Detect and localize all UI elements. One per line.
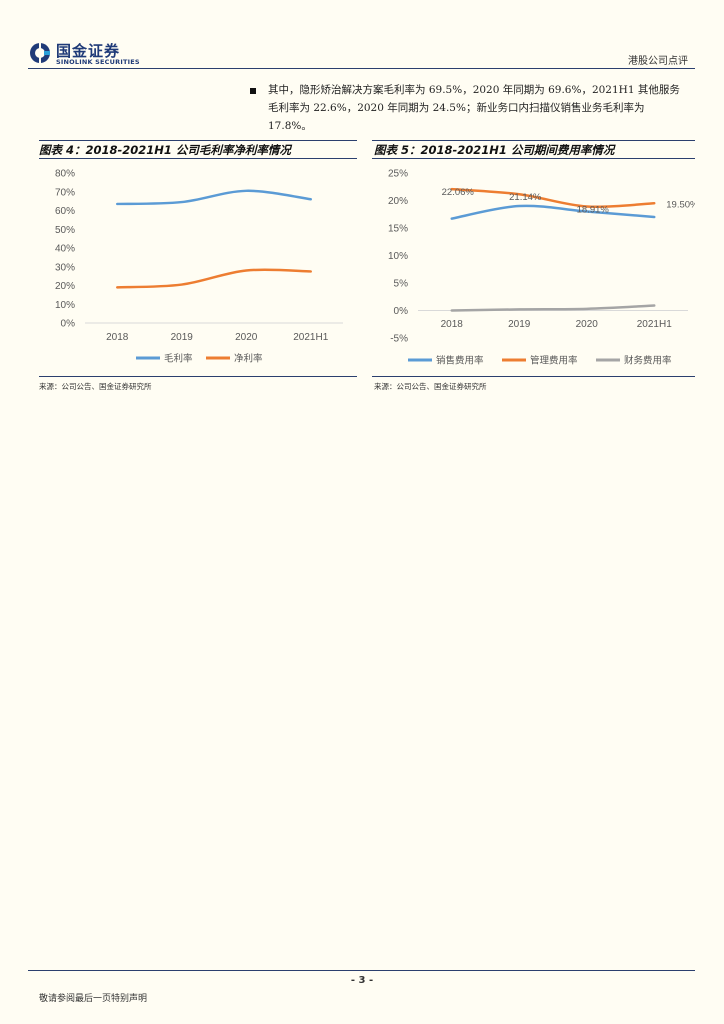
legend-item: 财务费用率 <box>596 355 672 367</box>
legend-label: 管理费用率 <box>530 355 578 367</box>
chart-right-title: 图表 5：2018-2021H1 公司期间费用率情况 <box>374 143 615 157</box>
header-divider <box>28 68 695 69</box>
y-tick-label: 20% <box>388 196 408 207</box>
y-tick-label: 60% <box>55 206 75 217</box>
legend-label: 净利率 <box>234 353 263 365</box>
disclaimer-note: 敬请参阅最后一页特别声明 <box>39 994 148 1004</box>
footer-divider <box>28 970 695 971</box>
company-logo-icon <box>30 43 50 63</box>
y-tick-label: 10% <box>55 300 75 311</box>
body-paragraph: 其中，隐形矫治解决方案毛利率为 69.5%，2020 年同期为 69.6%，20… <box>268 84 680 132</box>
series-line-0 <box>116 189 312 206</box>
chart-left-source: 来源：公司公告、国金证券研究所 <box>39 382 152 391</box>
x-tick-label: 2021H1 <box>637 319 672 330</box>
data-label: 19.50% <box>666 199 695 210</box>
chart-left-top-rule <box>39 140 357 141</box>
y-tick-label: -5% <box>390 334 408 345</box>
chart-right-top-rule <box>372 140 695 141</box>
y-tick-label: 10% <box>388 251 408 262</box>
y-tick-label: 30% <box>55 262 75 273</box>
chart-right-bottom-rule <box>372 376 695 377</box>
y-tick-label: 70% <box>55 187 75 198</box>
chart-right-source: 来源：公司公告、国金证券研究所 <box>374 382 487 391</box>
data-label: 22.06% <box>442 187 475 198</box>
chart-right-title-rule <box>372 158 695 159</box>
legend-label: 毛利率 <box>164 353 193 365</box>
series-line-1 <box>116 268 312 289</box>
data-label: 21.14% <box>509 192 542 203</box>
y-tick-label: 40% <box>55 244 75 255</box>
logo-english-name: SINOLINK SECURITIES <box>56 58 140 66</box>
y-tick-label: 0% <box>394 306 409 317</box>
logo-chinese-name: 国金证券 <box>56 42 121 60</box>
report-type: 港股公司点评 <box>628 56 688 67</box>
y-tick-label: 50% <box>55 225 75 236</box>
data-label: 18.91% <box>577 204 610 215</box>
expense-ratio-chart: -5% 0% 5% 10% 15% 20% 25% 2018 2019 2020 2021H1 22.… <box>388 169 695 367</box>
legend-item: 管理费用率 <box>502 355 578 367</box>
x-tick-label: 2019 <box>508 319 531 330</box>
bullet-marker <box>250 88 256 94</box>
legend-item: 毛利率 <box>136 353 193 365</box>
y-tick-label: 15% <box>388 224 408 235</box>
y-tick-label: 20% <box>55 281 75 292</box>
legend-label: 销售费用率 <box>436 355 484 367</box>
y-tick-label: 25% <box>388 169 408 180</box>
y-tick-label: 80% <box>55 169 75 180</box>
series-line-2 <box>450 304 656 312</box>
y-tick-label: 0% <box>61 319 76 330</box>
series-line-1 <box>450 187 656 209</box>
margin-chart: 0% 10% 20% 30% 40% 50% 60% 70% 80% 2018 2019 2020 20… <box>55 169 343 365</box>
x-tick-label: 2018 <box>106 332 129 343</box>
chart-left-title: 图表 4：2018-2021H1 公司毛利率净利率情况 <box>39 143 291 157</box>
page-number: - 3 - <box>350 975 374 986</box>
x-tick-label: 2020 <box>576 319 599 330</box>
legend-label: 财务费用率 <box>624 355 672 367</box>
x-tick-label: 2020 <box>235 332 258 343</box>
series-line-0 <box>450 204 656 220</box>
legend-item: 销售费用率 <box>408 355 484 367</box>
x-tick-label: 2021H1 <box>293 332 328 343</box>
legend-item: 净利率 <box>206 353 263 365</box>
x-tick-label: 2018 <box>441 319 464 330</box>
y-tick-label: 5% <box>394 279 409 290</box>
chart-left-title-rule <box>39 158 357 159</box>
chart-left-bottom-rule <box>39 376 357 377</box>
x-tick-label: 2019 <box>171 332 194 343</box>
